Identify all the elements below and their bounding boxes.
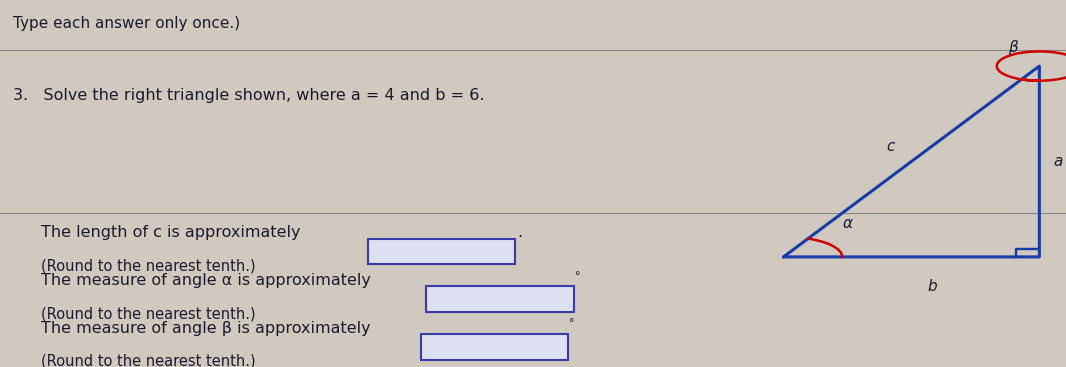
Text: (Round to the nearest tenth.): (Round to the nearest tenth.) — [41, 306, 255, 321]
FancyBboxPatch shape — [421, 334, 568, 360]
Text: a: a — [1054, 154, 1063, 169]
FancyBboxPatch shape — [426, 286, 574, 312]
Text: c: c — [886, 139, 894, 154]
Text: (Round to the nearest tenth.): (Round to the nearest tenth.) — [41, 258, 255, 273]
Text: The measure of angle β is approximately: The measure of angle β is approximately — [41, 321, 370, 336]
Text: (Round to the nearest tenth.): (Round to the nearest tenth.) — [41, 354, 255, 367]
Text: 3.   Solve the right triangle shown, where a = 4 and b = 6.: 3. Solve the right triangle shown, where… — [13, 88, 484, 103]
Text: Type each answer only once.): Type each answer only once.) — [13, 17, 240, 31]
Text: β: β — [1007, 40, 1018, 55]
Text: .: . — [517, 225, 522, 240]
Text: The measure of angle α is approximately: The measure of angle α is approximately — [41, 273, 370, 288]
Text: °: ° — [569, 319, 575, 328]
Text: The length of c is approximately: The length of c is approximately — [41, 225, 300, 240]
Text: b: b — [927, 279, 938, 294]
Text: °: ° — [575, 271, 580, 281]
Text: α: α — [842, 217, 853, 231]
FancyBboxPatch shape — [368, 239, 515, 264]
